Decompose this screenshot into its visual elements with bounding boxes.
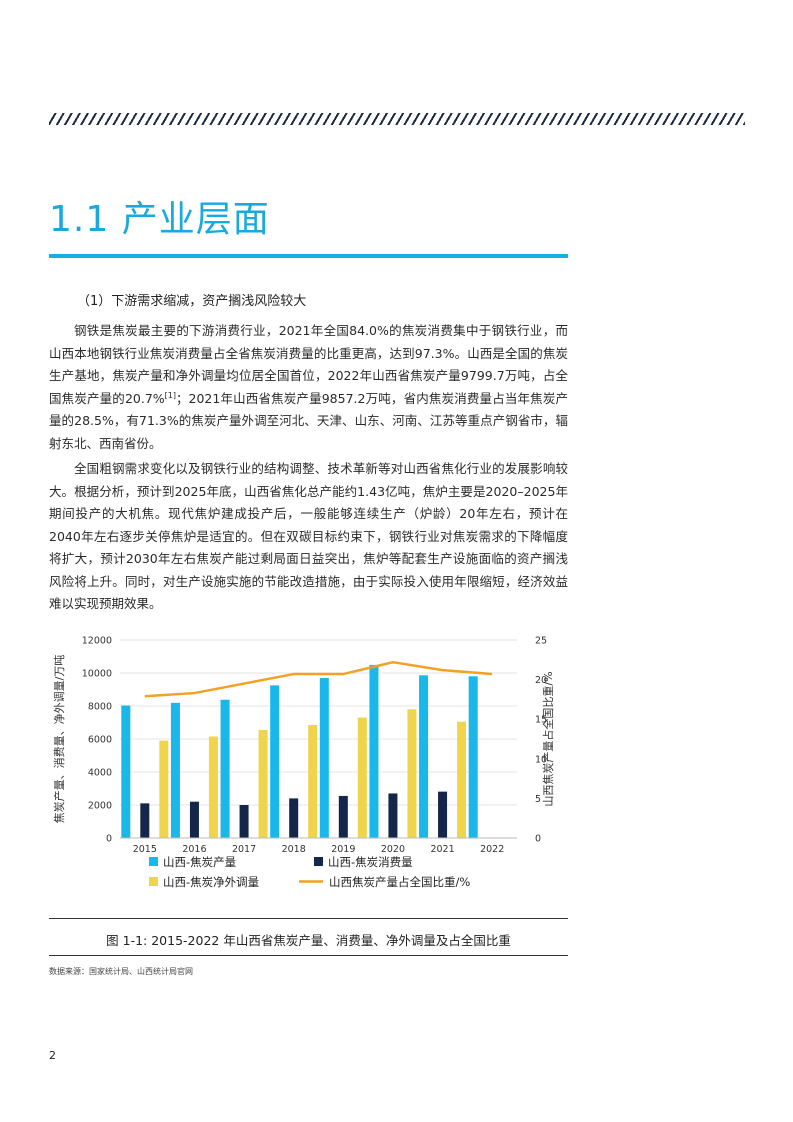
y-tick-label: 10000 — [82, 669, 112, 680]
legend-consumption-swatch — [314, 857, 323, 866]
y-axis-label: 焦炭产量、消费量、净外调量/万吨 — [52, 655, 66, 824]
y-tick-label: 6000 — [88, 735, 112, 746]
bar-production — [220, 699, 230, 838]
y2-tick-label: 5 — [535, 794, 541, 805]
x-tick-label: 2015 — [133, 844, 157, 855]
bar-net-export — [258, 729, 268, 838]
legend-production-swatch — [149, 857, 158, 866]
bar-net-export — [208, 736, 218, 838]
legend-production-label: 山西-焦炭产量 — [163, 855, 236, 869]
x-tick-label: 2021 — [430, 844, 454, 855]
paragraph-1-text-cont: ；2021年山西省焦炭产量9857.2万吨，省内焦炭消费量占当年焦炭产量的28.… — [49, 390, 568, 451]
paragraph-1: 钢铁是焦炭最主要的下游消费行业，2021年全国84.0%的焦炭消费集中于钢铁行业… — [49, 320, 568, 455]
x-tick-label: 2020 — [381, 844, 405, 855]
bar-production — [270, 685, 280, 838]
legend-share-label: 山西焦炭产量占全国比重/% — [329, 875, 470, 889]
bar-production — [468, 676, 478, 838]
y2-tick-label: 15 — [535, 715, 547, 726]
figure-rule-bottom — [49, 955, 568, 956]
title-underline — [49, 254, 568, 258]
source-note: 数据来源：国家统计局、山西统计局官网 — [49, 967, 193, 976]
page-number: 2 — [49, 1049, 56, 1062]
figure-caption: 图 1-1: 2015-2022 年山西省焦炭产量、消费量、净外调量及占全国比重 — [106, 933, 511, 948]
y2-axis-label: 山西焦炭产量占全国比重/% — [541, 671, 555, 806]
line-share-series — [144, 660, 493, 698]
legend-net-export-swatch — [149, 877, 158, 886]
bar-consumption — [140, 803, 150, 838]
bar-consumption — [189, 801, 199, 838]
y2-tick-label: 25 — [535, 636, 547, 647]
bar-net-export — [407, 709, 417, 838]
figure-rule-top — [49, 918, 568, 919]
y-tick-label: 0 — [106, 834, 112, 845]
section-title: 1.1 产业层面 — [49, 199, 270, 240]
bar-production — [319, 677, 329, 838]
bar-consumption — [438, 791, 448, 838]
bar-consumption — [338, 795, 348, 838]
bar-consumption — [289, 798, 299, 838]
y-tick-label: 12000 — [82, 636, 112, 647]
bar-production — [170, 702, 180, 838]
y2-tick-label: 10 — [535, 754, 547, 765]
decorative-hatch-band — [49, 113, 745, 125]
paragraph-1-text: 钢铁是焦炭最主要的下游消费行业，2021年全国84.0%的焦炭消费集中于钢铁行业… — [49, 323, 568, 406]
chart-container: 0 2000 4000 6000 8000 10000 12000 0 5 10 15 20 25 201… — [49, 632, 569, 902]
x-tick-label: 2016 — [182, 844, 206, 855]
coke-chart: 0 2000 4000 6000 8000 10000 12000 0 5 10 15 20 25 201… — [52, 636, 555, 890]
paragraph-2: 全国粗钢需求变化以及钢铁行业的结构调整、技术革新等对山西省焦化行业的发展影响较大… — [49, 461, 568, 611]
y-tick-label: 8000 — [88, 702, 112, 713]
x-tick-label: 2017 — [232, 844, 256, 855]
legend-net-export-label: 山西-焦炭净外调量 — [163, 875, 259, 889]
y2-tick-label: 0 — [535, 834, 541, 845]
x-tick-label: 2022 — [480, 844, 504, 855]
y2-tick-label: 20 — [535, 675, 547, 686]
bar-net-export — [457, 721, 467, 838]
x-tick-label: 2018 — [282, 844, 306, 855]
bar-production — [419, 675, 429, 838]
bar-production — [369, 664, 379, 838]
subheading: （1）下游需求缩减，资产搁浅风险较大 — [77, 294, 307, 309]
x-tick-label: 2019 — [331, 844, 355, 855]
y-tick-label: 4000 — [88, 768, 112, 779]
bar-consumption — [388, 793, 398, 838]
citation-ref[interactable]: [1] — [164, 390, 176, 400]
y-tick-label: 2000 — [88, 801, 112, 812]
bar-production — [121, 705, 131, 838]
bar-net-export — [308, 724, 318, 838]
legend-consumption-label: 山西-焦炭消费量 — [328, 855, 413, 869]
bar-consumption — [239, 805, 249, 838]
bar-net-export — [159, 740, 169, 838]
bar-net-export — [357, 717, 367, 838]
